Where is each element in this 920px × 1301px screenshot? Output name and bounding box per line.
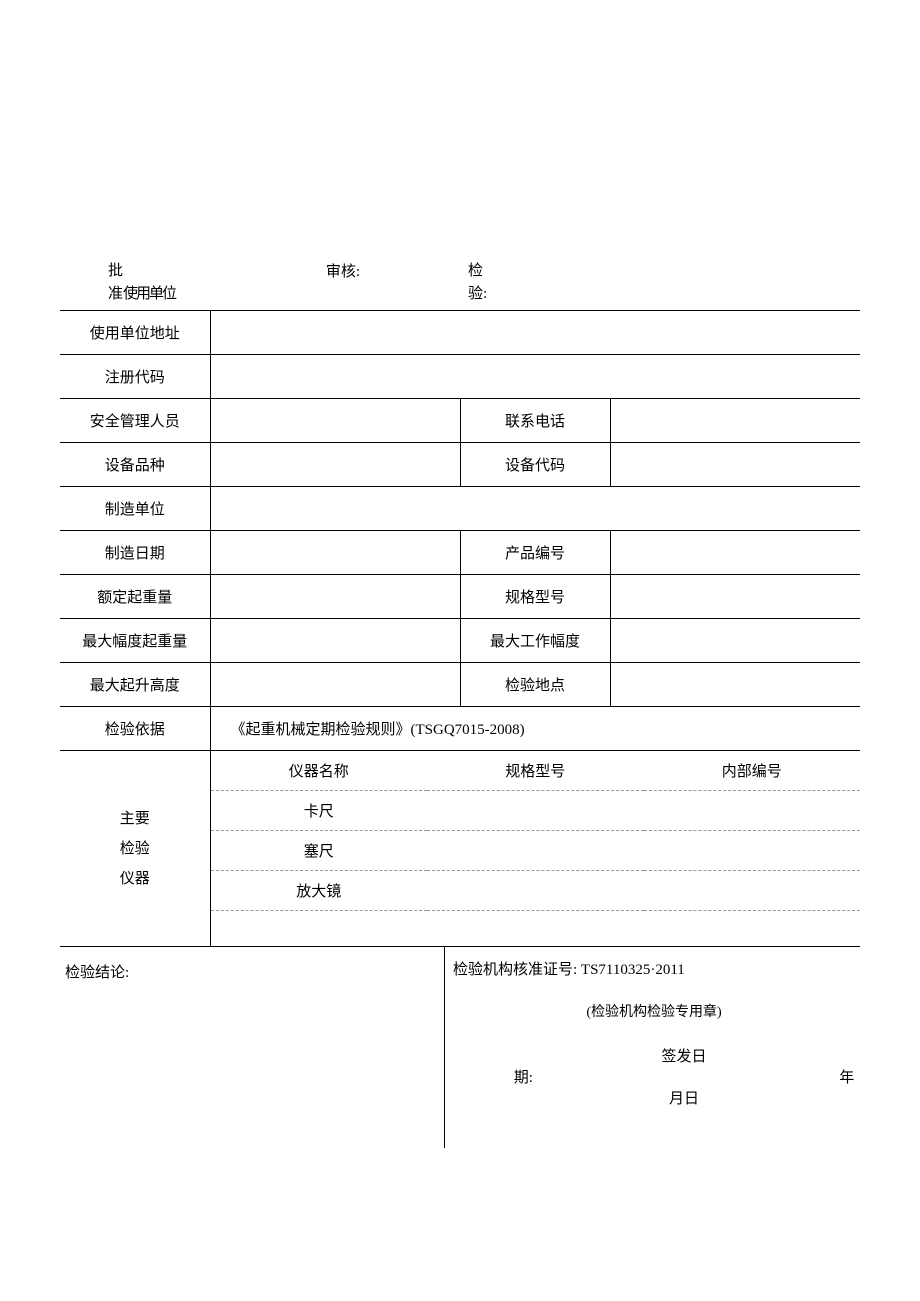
row-spec-model-value	[610, 575, 860, 619]
row-product-no-label: 产品编号	[460, 531, 610, 575]
row-contact-phone-label: 联系电话	[460, 399, 610, 443]
issue-date-line: 签发日期: 年月日	[453, 1045, 855, 1108]
row-equip-type-value	[210, 443, 460, 487]
audit-label: 审核:	[218, 260, 468, 305]
cert-no: TS7110325·2011	[581, 962, 685, 978]
row-insp-basis-value: 《起重机械定期检验规则》(TSGQ7015-2008)	[210, 707, 860, 751]
cert-line: 检验机构核准证号: TS7110325·2011	[453, 958, 855, 979]
row-mfr-date-value	[210, 531, 460, 575]
inst-r1-name: 卡尺	[211, 791, 428, 831]
inst-r4-no	[644, 911, 861, 947]
row-max-height-value	[210, 663, 460, 707]
row-rated-load-value	[210, 575, 460, 619]
inst-header-spec: 规格型号	[427, 751, 644, 791]
row-reg-code-value	[210, 355, 860, 399]
inst-r4-name	[211, 911, 428, 947]
inst-header-name: 仪器名称	[211, 751, 428, 791]
row-product-no-value	[610, 531, 860, 575]
inst-r3-name: 放大镜	[211, 871, 428, 911]
cert-label: 检验机构核准证号:	[453, 962, 581, 978]
instruments-table: 仪器名称 规格型号 内部编号 卡尺 塞尺 放大镜	[211, 751, 861, 946]
row-equip-code-value	[610, 443, 860, 487]
seal-line: (检验机构检验专用章)	[453, 1001, 855, 1021]
inspection-form-table: 使用单位地址 注册代码 安全管理人员 联系电话 设备品种 设备代码 制造单位 制…	[60, 310, 860, 947]
approve-label: 批准使用单位	[108, 260, 218, 305]
row-contact-phone-value	[610, 399, 860, 443]
row-mfr-date-label: 制造日期	[60, 531, 210, 575]
row-max-amp-load-label: 最大幅度起重量	[60, 619, 210, 663]
row-max-amp-load-value	[210, 619, 460, 663]
conclusion-label: 检验结论:	[65, 965, 129, 981]
row-manufacturer-value	[210, 487, 860, 531]
inst-r1-spec	[427, 791, 644, 831]
row-insp-basis-label: 检验依据	[60, 707, 210, 751]
row-max-work-amp-label: 最大工作幅度	[460, 619, 610, 663]
row-rated-load-label: 额定起重量	[60, 575, 210, 619]
inst-r3-spec	[427, 871, 644, 911]
conclusion-cell: 检验结论:	[60, 946, 444, 1148]
row-max-height-label: 最大起升高度	[60, 663, 210, 707]
row-equip-code-label: 设备代码	[460, 443, 610, 487]
inst-r2-spec	[427, 831, 644, 871]
issue-date-label: 签发日期:	[514, 1049, 707, 1086]
issue-date-ymd: 年月日	[669, 1070, 854, 1107]
row-unit-addr-value	[210, 311, 860, 355]
inst-header-no: 内部编号	[644, 751, 861, 791]
row-safety-mgr-label: 安全管理人员	[60, 399, 210, 443]
instruments-cell: 仪器名称 规格型号 内部编号 卡尺 塞尺 放大镜	[210, 751, 860, 947]
row-insp-loc-value	[610, 663, 860, 707]
inst-r1-no	[644, 791, 861, 831]
row-equip-type-label: 设备品种	[60, 443, 210, 487]
bottom-section: 检验结论: 检验机构核准证号: TS7110325·2011 (检验机构检验专用…	[60, 946, 860, 1148]
row-safety-mgr-value	[210, 399, 460, 443]
row-reg-code-label: 注册代码	[60, 355, 210, 399]
row-insp-loc-label: 检验地点	[460, 663, 610, 707]
row-max-work-amp-value	[610, 619, 860, 663]
inst-r4-spec	[427, 911, 644, 947]
row-main-inst-label: 主要检验仪器	[60, 751, 210, 947]
row-unit-addr-label: 使用单位地址	[60, 311, 210, 355]
inst-r2-no	[644, 831, 861, 871]
cert-cell: 检验机构核准证号: TS7110325·2011 (检验机构检验专用章) 签发日…	[444, 946, 860, 1148]
row-manufacturer-label: 制造单位	[60, 487, 210, 531]
inst-r3-no	[644, 871, 861, 911]
signature-header: 批准使用单位 审核: 检验:	[60, 260, 860, 305]
inspect-label: 检验:	[468, 260, 568, 305]
inst-r2-name: 塞尺	[211, 831, 428, 871]
row-spec-model-label: 规格型号	[460, 575, 610, 619]
